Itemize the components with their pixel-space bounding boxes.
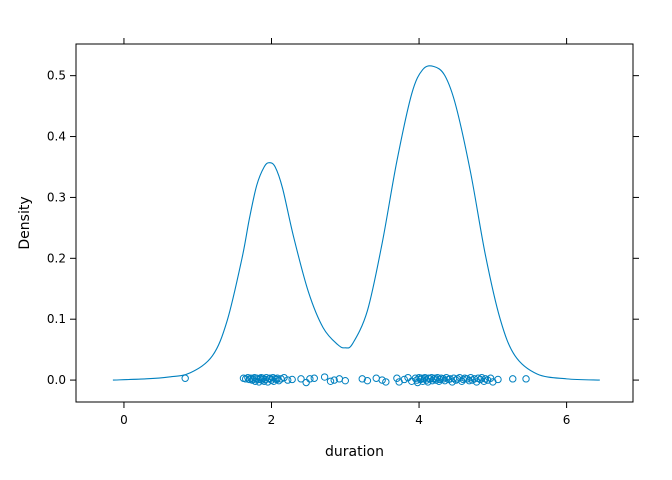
y-tick-label: 0.1 <box>47 312 66 326</box>
rug-point <box>297 375 305 383</box>
x-tick-label: 4 <box>415 413 423 427</box>
y-tick-label: 0.4 <box>47 130 66 144</box>
rug-point <box>436 375 444 384</box>
rug-point <box>249 375 257 383</box>
rug-point <box>181 374 189 382</box>
x-axis-title: duration <box>325 444 384 460</box>
y-tick-label: 0.3 <box>47 190 66 204</box>
rug-point <box>404 373 412 382</box>
rug-point <box>320 373 329 381</box>
rug-point <box>442 373 451 382</box>
rug-point <box>363 376 372 385</box>
rug-point <box>509 375 517 383</box>
x-tick-label: 0 <box>120 413 128 427</box>
density-line <box>112 65 600 381</box>
rug-point <box>472 378 481 386</box>
rug-point <box>341 376 349 385</box>
x-tick-label: 2 <box>268 413 276 427</box>
rug-point <box>463 375 471 383</box>
y-tick-label: 0.2 <box>47 251 66 265</box>
rug-point <box>494 375 502 384</box>
rug-point <box>288 375 296 384</box>
rug-point <box>378 376 386 384</box>
rug-point <box>400 375 408 384</box>
rug-point <box>358 375 366 383</box>
plot-area: 0 2 4 6 0.0 0.1 0.2 0.3 0.4 0.5 <box>47 38 639 427</box>
rug-point <box>330 376 338 384</box>
rug-point <box>393 374 401 382</box>
rug-point <box>302 378 310 387</box>
rug-point <box>522 375 530 383</box>
rug-point <box>284 376 292 384</box>
rug-point <box>486 374 495 382</box>
rug-point <box>253 374 261 382</box>
rug-point <box>280 373 288 382</box>
y-tick-label: 0.0 <box>47 373 66 387</box>
rug-points <box>181 373 530 387</box>
y-axis-title: Density <box>17 196 33 249</box>
rug-point <box>310 374 318 382</box>
rug-point <box>306 375 314 383</box>
y-tick-label: 0.5 <box>47 69 66 83</box>
x-tick-label: 6 <box>563 413 571 427</box>
axis-tick-labels: 0 2 4 6 0.0 0.1 0.2 0.3 0.4 0.5 <box>47 69 571 427</box>
rug-point <box>455 373 464 382</box>
rug-point <box>382 378 390 386</box>
plot-frame <box>75 43 634 403</box>
axis-ticks <box>70 38 639 408</box>
rug-point <box>326 377 335 385</box>
rug-point <box>476 375 484 384</box>
